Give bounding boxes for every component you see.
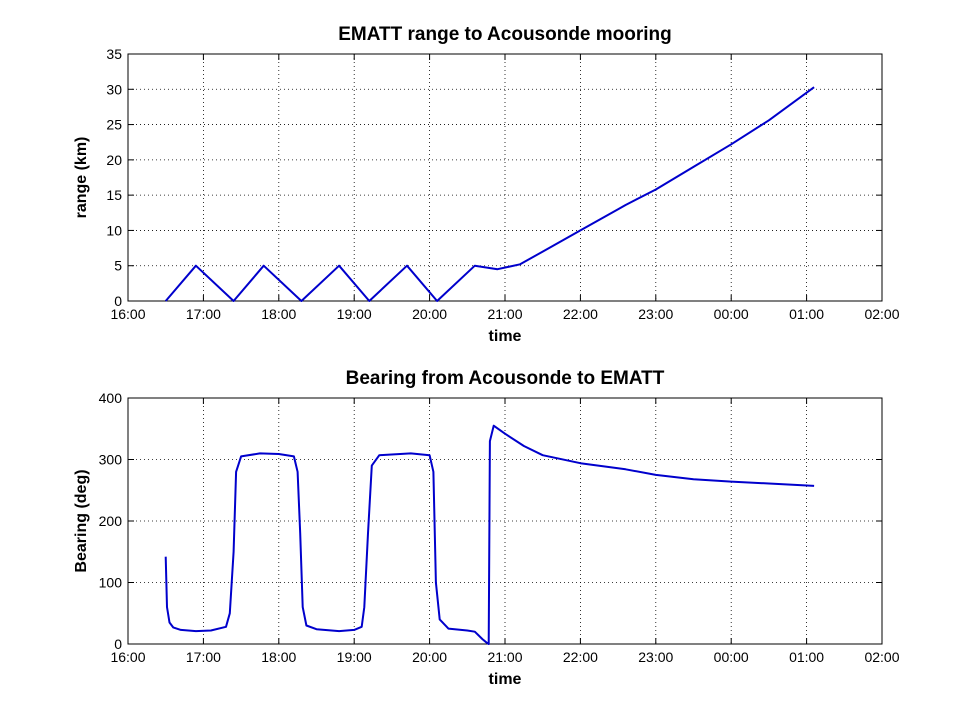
y-tick-label: 20: [106, 152, 122, 168]
x-tick-label: 23:00: [638, 649, 673, 665]
y-tick-label: 200: [99, 513, 123, 529]
series-line-1: [164, 424, 815, 645]
y-tick-label: 25: [106, 117, 122, 133]
x-tick-label: 21:00: [487, 306, 522, 322]
y-axis-label: range (km): [73, 137, 90, 219]
x-tick-label: 02:00: [864, 306, 899, 322]
x-tick-label: 17:00: [186, 649, 221, 665]
y-tick-label: 0: [114, 293, 122, 309]
x-tick-label: 00:00: [714, 306, 749, 322]
chart-panel-2: 16:00 17:00 18:00 19:00 20:00 21:00 22:00 23:00…: [73, 368, 900, 688]
y-tick-label: 35: [106, 46, 122, 62]
x-tick-label: 23:00: [638, 306, 673, 322]
x-tick-label: 16:00: [110, 306, 145, 322]
chart-title: Bearing from Acousonde to EMATT: [346, 368, 665, 389]
x-tick-label: 22:00: [563, 649, 598, 665]
x-tick-label: 20:00: [412, 649, 447, 665]
x-tick-label: 19:00: [337, 306, 372, 322]
y-tick-label: 0: [114, 636, 122, 652]
x-tick-label: 21:00: [487, 649, 522, 665]
x-tick-label: 01:00: [789, 306, 824, 322]
y-tick-label: 10: [106, 222, 122, 238]
x-tick-label: 02:00: [864, 649, 899, 665]
x-tick-label: 19:00: [337, 649, 372, 665]
y-tick-label: 15: [106, 187, 122, 203]
x-tick-label: 18:00: [261, 649, 296, 665]
y-tick-label: 5: [114, 258, 122, 274]
x-tick-label: 20:00: [412, 306, 447, 322]
x-tick-label: 01:00: [789, 649, 824, 665]
y-tick-label: 300: [99, 452, 123, 468]
x-axis-label: time: [489, 671, 522, 688]
x-tick-label: 16:00: [110, 649, 145, 665]
x-tick-label: 18:00: [261, 306, 296, 322]
x-axis-label: time: [489, 328, 522, 345]
y-tick-label: 30: [106, 81, 122, 97]
chart-panel-1: 16:00 17:00 18:00 19:00 20:00 21:00 22:00 23:00…: [73, 24, 900, 345]
x-tick-label: 17:00: [186, 306, 221, 322]
chart-title: EMATT range to Acousonde mooring: [338, 24, 672, 45]
plot-area: [127, 53, 883, 302]
y-tick-label: 100: [99, 575, 123, 591]
x-tick-label: 00:00: [714, 649, 749, 665]
y-tick-label: 400: [99, 390, 123, 406]
y-axis-label: Bearing (deg): [73, 469, 90, 572]
x-tick-label: 22:00: [563, 306, 598, 322]
series-line-1: [164, 86, 815, 302]
